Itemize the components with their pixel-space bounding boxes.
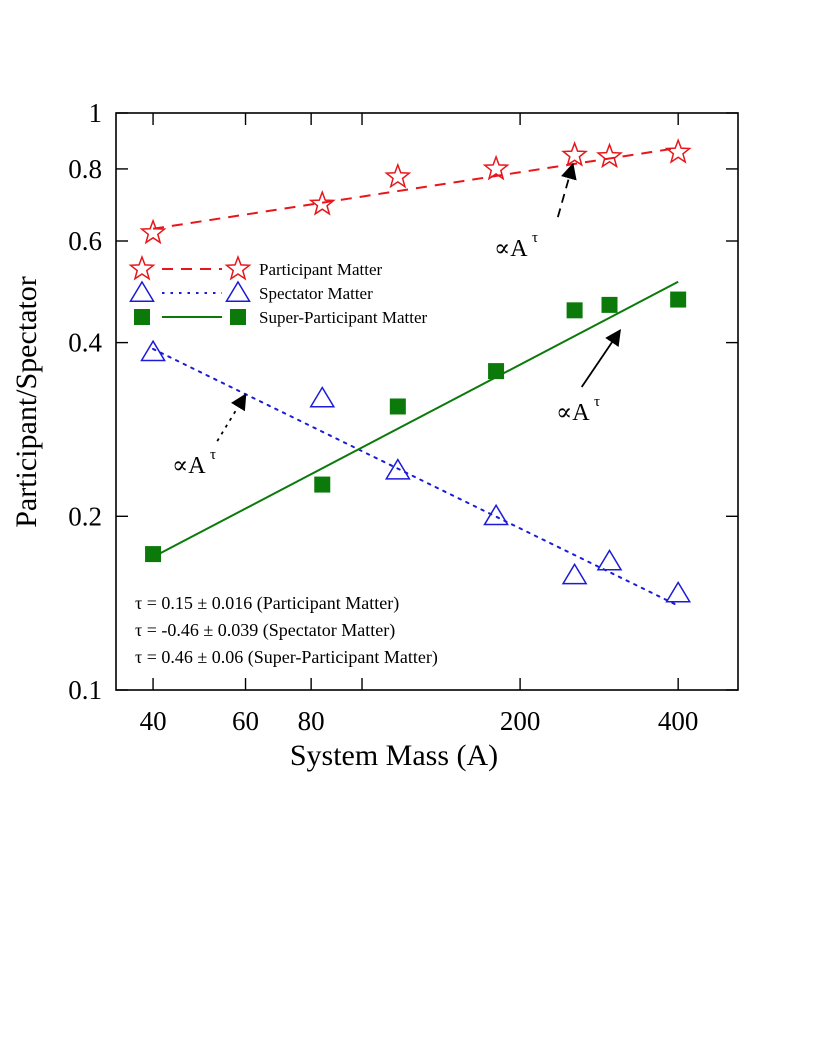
legend: Participant Matter Spectator Matter Super-… [128,254,428,327]
fit-line-square [152,280,679,558]
annotation-superscript: τ [594,394,600,410]
y-axis-title: Participant/Spectator [10,276,43,528]
annotation-superscript: τ [532,230,538,246]
data-point-triangle [596,549,623,571]
legend-marker-triangle [225,280,251,302]
data-point-star [139,218,167,245]
data-point-square [601,296,618,313]
data-point-star [561,141,589,167]
legend-label: Spectator Matter [259,284,373,303]
data-point-square [566,302,583,319]
y-tick-label: 0.4 [68,328,102,358]
legend-marker-square [134,309,150,325]
annotation-label: ∝A [494,236,528,262]
data-point-square [670,291,687,308]
x-tick-label: 60 [232,706,259,736]
legend-label: Super-Participant Matter [259,308,428,327]
y-tick-label: 1 [89,98,103,128]
tau-note: τ = -0.46 ± 0.039 (Spectator Matter) [135,620,395,641]
fit-lines [152,146,680,607]
fit-line-triangle [152,347,680,607]
legend-marker-square [230,309,246,325]
x-tick-label: 40 [140,706,167,736]
y-tick-label: 0.1 [68,675,102,705]
x-tick-label: 80 [298,706,325,736]
x-tick-label: 400 [658,706,699,736]
y-tick-label: 0.6 [68,226,102,256]
data-point-triangle [384,458,411,480]
annotation-label: ∝A [556,400,590,426]
data-point-star [384,162,412,189]
fit-line-star [152,146,679,230]
data-points [139,138,692,603]
y-tick-label: 0.8 [68,154,102,184]
data-point-triangle [309,386,336,408]
annotation-arrow [580,329,621,388]
x-tick-label: 200 [500,706,541,736]
annotation-arrow [216,393,247,442]
data-point-square [389,398,406,415]
data-point-star [664,138,692,164]
data-point-triangle [665,581,692,603]
tau-note: τ = 0.15 ± 0.016 (Participant Matter) [135,593,399,614]
data-point-star [596,142,623,169]
y-axis: 0.1 0.2 0.4 0.6 0.8 1 [68,98,738,705]
legend-marker-star [128,254,156,281]
x-axis: 40 60 80 200 400 [140,113,699,736]
legend-marker-triangle [129,280,155,302]
annotations: ∝A τ∝A τ∝A τ [172,162,621,479]
data-point-square [488,363,505,380]
data-point-star [308,190,336,216]
data-point-star [482,154,510,181]
y-tick-label: 0.2 [68,501,102,531]
annotation-label: ∝A [172,453,206,479]
data-point-triangle [483,503,509,526]
data-point-triangle [561,562,588,585]
data-point-square [314,476,331,493]
annotation-arrow [556,162,577,218]
x-axis-title: System Mass (A) [290,739,498,772]
data-point-square [145,546,162,563]
annotation-superscript: τ [210,447,216,463]
legend-label: Participant Matter [259,260,383,279]
data-point-triangle [140,339,166,362]
tau-note: τ = 0.46 ± 0.06 (Super-Participant Matte… [135,647,438,668]
tau-notes: τ = 0.15 ± 0.016 (Participant Matter) τ =… [135,593,438,668]
plot-frame [115,112,739,691]
legend-marker-star [224,254,252,281]
